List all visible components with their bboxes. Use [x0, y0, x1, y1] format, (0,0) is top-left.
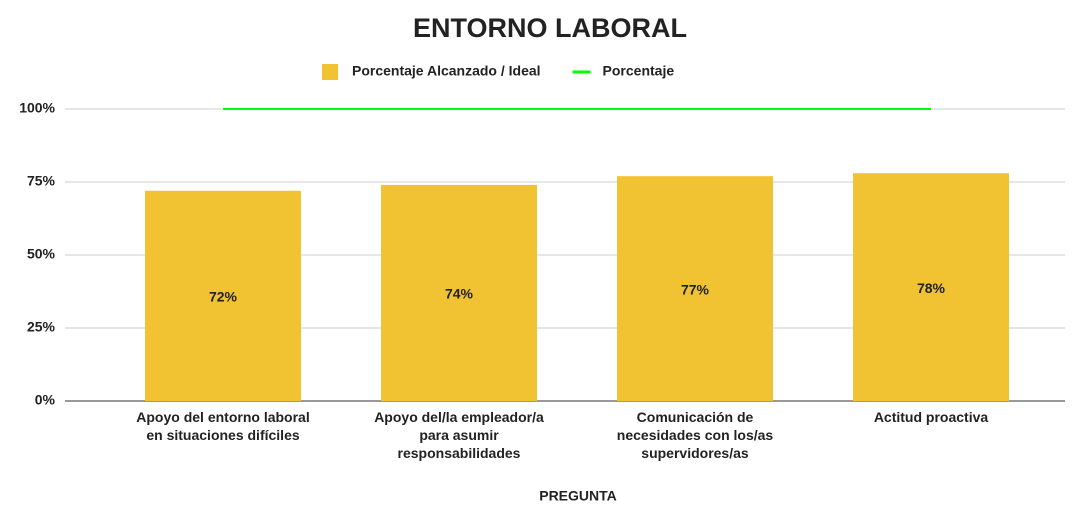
y-tick-label: 100% [19, 100, 55, 116]
data-label: 74% [445, 286, 474, 302]
x-tick-label: Apoyo del/la empleador/a para asumir respo… [374, 409, 544, 461]
bar [145, 190, 301, 401]
data-label: 72% [209, 289, 238, 305]
data-label: 78% [917, 280, 946, 296]
bar [617, 176, 773, 401]
y-tick-label: 25% [27, 319, 56, 335]
legend-label: Porcentaje Alcanzado / Ideal [352, 63, 541, 79]
y-tick-label: 75% [27, 173, 56, 189]
x-tick-label: Comunicación de necesidades con los/as sup… [617, 409, 774, 461]
y-tick-label: 50% [27, 246, 56, 262]
legend-swatch [322, 64, 338, 80]
chart-title: ENTORNO LABORAL [413, 13, 687, 43]
legend-label: Porcentaje [603, 63, 675, 79]
x-tick-label: Actitud proactiva [874, 409, 989, 425]
bar [853, 173, 1009, 401]
x-tick-label: Apoyo del entorno laboral en situaciones … [136, 409, 309, 443]
bar [381, 184, 537, 401]
x-axis-label: PREGUNTA [539, 488, 617, 504]
data-label: 77% [681, 281, 710, 297]
y-tick-label: 0% [35, 392, 56, 408]
